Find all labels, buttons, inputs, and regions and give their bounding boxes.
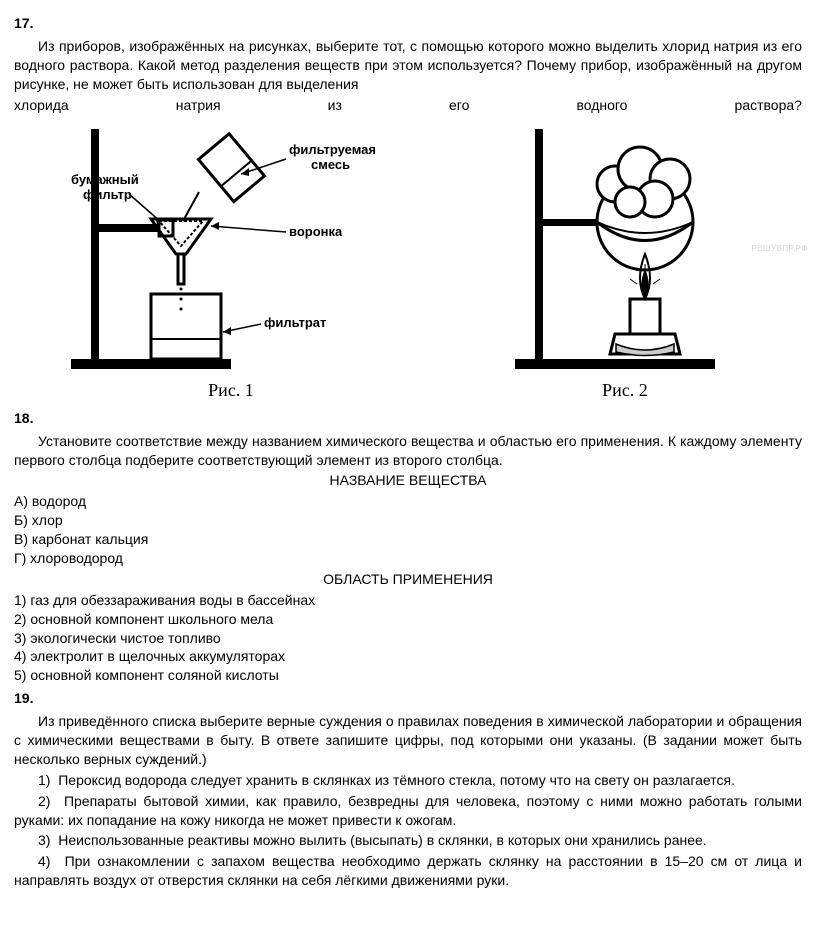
watermark: РЕШУВПР.РФ xyxy=(751,244,808,255)
q19-item-1: 2) Препараты бытовой химии, как правило,… xyxy=(14,792,802,830)
q17-spread-w1: хлорида xyxy=(14,96,69,115)
question-number-17: 17. xyxy=(14,14,802,33)
q19-item-3: 4) При ознакомлении с запахом вещества н… xyxy=(14,852,802,890)
q17-spread-w3: из xyxy=(328,96,342,115)
label-filter-paper-2: фильтр xyxy=(83,187,132,202)
q19-intro: Из приведённого списка выберите верные с… xyxy=(14,712,802,769)
figure-2-caption: Рис. 2 xyxy=(602,378,648,402)
q18-item-b4: 5) основной компонент соляной кислоты xyxy=(14,666,802,685)
q18-item-a0: А) водород xyxy=(14,492,802,511)
label-filter-paper-1: бумажный xyxy=(71,172,139,187)
q17-spread-w4: его xyxy=(449,96,469,115)
q18-heading-name: НАЗВАНИЕ ВЕЩЕСТВА xyxy=(14,471,802,490)
q18-item-b1: 2) основной компонент школьного мела xyxy=(14,610,802,629)
q18-item-a2: В) карбонат кальция xyxy=(14,530,802,549)
q17-spread-w5: водного xyxy=(576,96,627,115)
q17-spread-line: хлорида натрия из его водного раствора? xyxy=(14,96,802,115)
q18-item-b2: 3) экологически чистое топливо xyxy=(14,629,802,648)
question-number-18: 18. xyxy=(14,409,802,428)
question-number-19: 19. xyxy=(14,689,802,708)
q17-spread-w6: раствора? xyxy=(735,96,802,115)
figure-1-caption: Рис. 1 xyxy=(208,378,254,402)
label-filtrate: фильтрат xyxy=(264,315,326,330)
figure-2-svg xyxy=(495,124,755,374)
figure-2-col: Рис. 2 xyxy=(495,124,755,402)
q18-heading-area: ОБЛАСТЬ ПРИМЕНЕНИЯ xyxy=(14,570,802,589)
q19-item-2: 3) Неиспользованные реактивы можно вылит… xyxy=(14,831,802,850)
q18-item-b0: 1) газ для обеззараживания воды в бассей… xyxy=(14,591,802,610)
label-funnel: воронка xyxy=(289,224,343,239)
label-mixture-1: фильтруемая xyxy=(289,142,376,157)
figure-1-col: бумажный фильтр фильтруемая смесь воронк… xyxy=(61,124,401,402)
figures-row: бумажный фильтр фильтруемая смесь воронк… xyxy=(14,124,802,402)
figure-1-svg: бумажный фильтр фильтруемая смесь воронк… xyxy=(61,124,401,374)
label-mixture-2: смесь xyxy=(311,157,350,172)
q18-item-a3: Г) хлороводород xyxy=(14,549,802,568)
q18-intro: Установите соответствие между названием … xyxy=(14,432,802,470)
q17-spread-w2: натрия xyxy=(176,96,221,115)
q18-item-a1: Б) хлор xyxy=(14,511,802,530)
q17-paragraph: Из приборов, изображённых на рисунках, в… xyxy=(14,37,802,94)
q18-item-b3: 4) электролит в щелочных аккумуляторах xyxy=(14,647,802,666)
q19-item-0: 1) Пероксид водорода следует хранить в с… xyxy=(14,771,802,790)
